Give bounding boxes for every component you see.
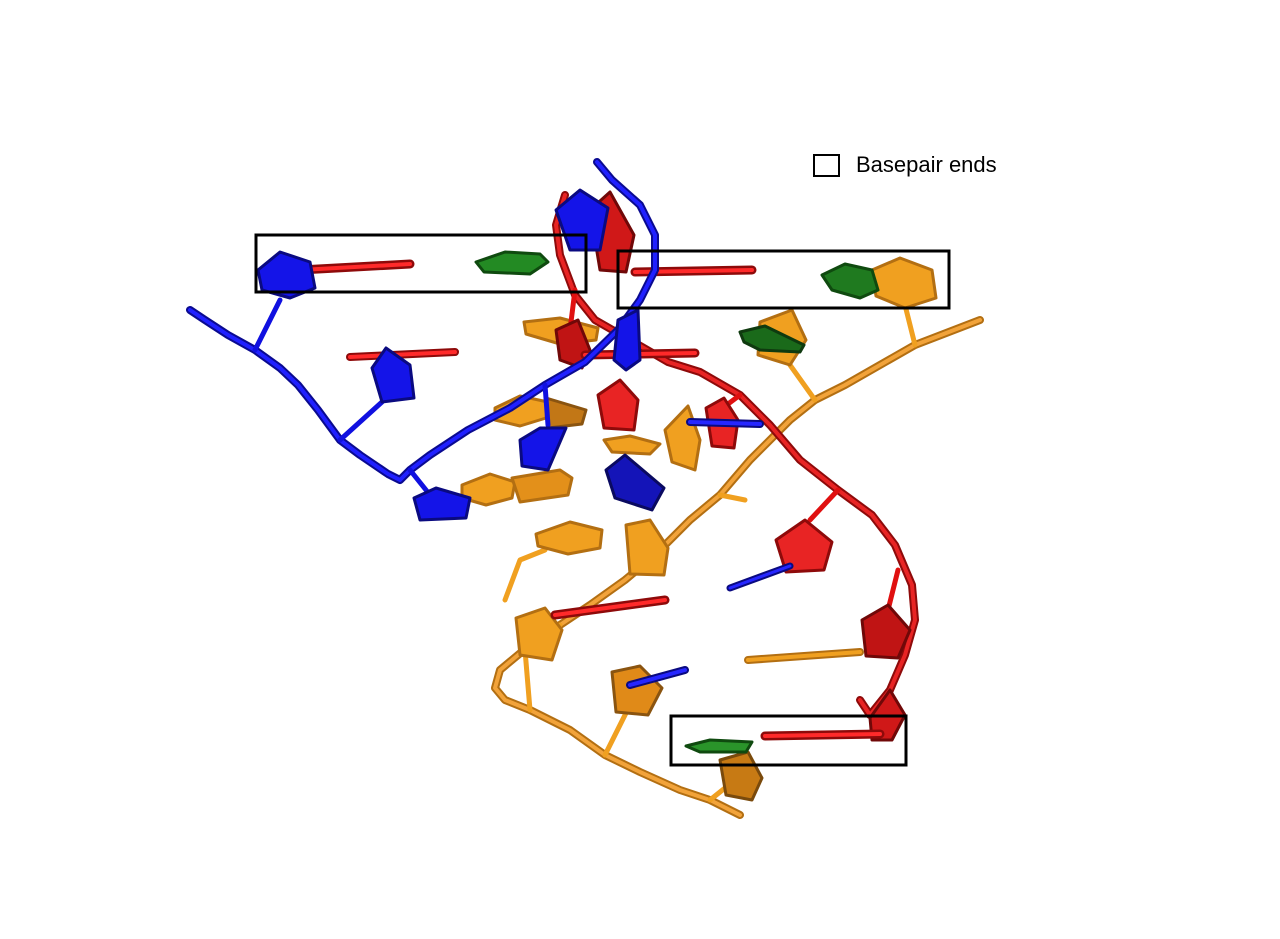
blue-base-ring	[518, 426, 568, 472]
basepair-end-box	[616, 249, 951, 310]
orange-strand	[460, 256, 984, 819]
basepair-end-boxes	[254, 233, 951, 767]
green-base-plate	[820, 262, 880, 300]
legend: Basepair ends	[813, 152, 997, 178]
orange-base-ring	[610, 664, 664, 717]
green-base-plate	[738, 324, 806, 354]
basepair-end-box	[254, 233, 588, 294]
green-base-plate	[474, 250, 550, 276]
red-base-ring	[774, 518, 834, 574]
orange-base-ring	[718, 750, 764, 802]
red-base-ring	[860, 603, 912, 660]
orange-base-ring	[870, 256, 938, 310]
blue-strand	[186, 158, 794, 689]
basepair-end-box	[669, 714, 908, 767]
orange-purine	[460, 468, 574, 507]
orange-base-ring	[514, 606, 564, 662]
blue-base-ring	[612, 308, 642, 372]
blue-base-ring	[604, 453, 666, 512]
legend-box-swatch	[813, 153, 840, 177]
red-strand	[295, 190, 919, 742]
blue-base-ring	[370, 346, 416, 404]
green-bases	[474, 250, 880, 754]
red-base-ring	[596, 378, 640, 432]
blue-base-ring	[256, 250, 317, 300]
orange-base-ring	[663, 404, 702, 472]
orange-base-ring	[624, 518, 670, 577]
green-base-plate	[684, 738, 754, 754]
legend-label: Basepair ends	[856, 152, 997, 177]
blue-base-ring	[412, 486, 472, 522]
